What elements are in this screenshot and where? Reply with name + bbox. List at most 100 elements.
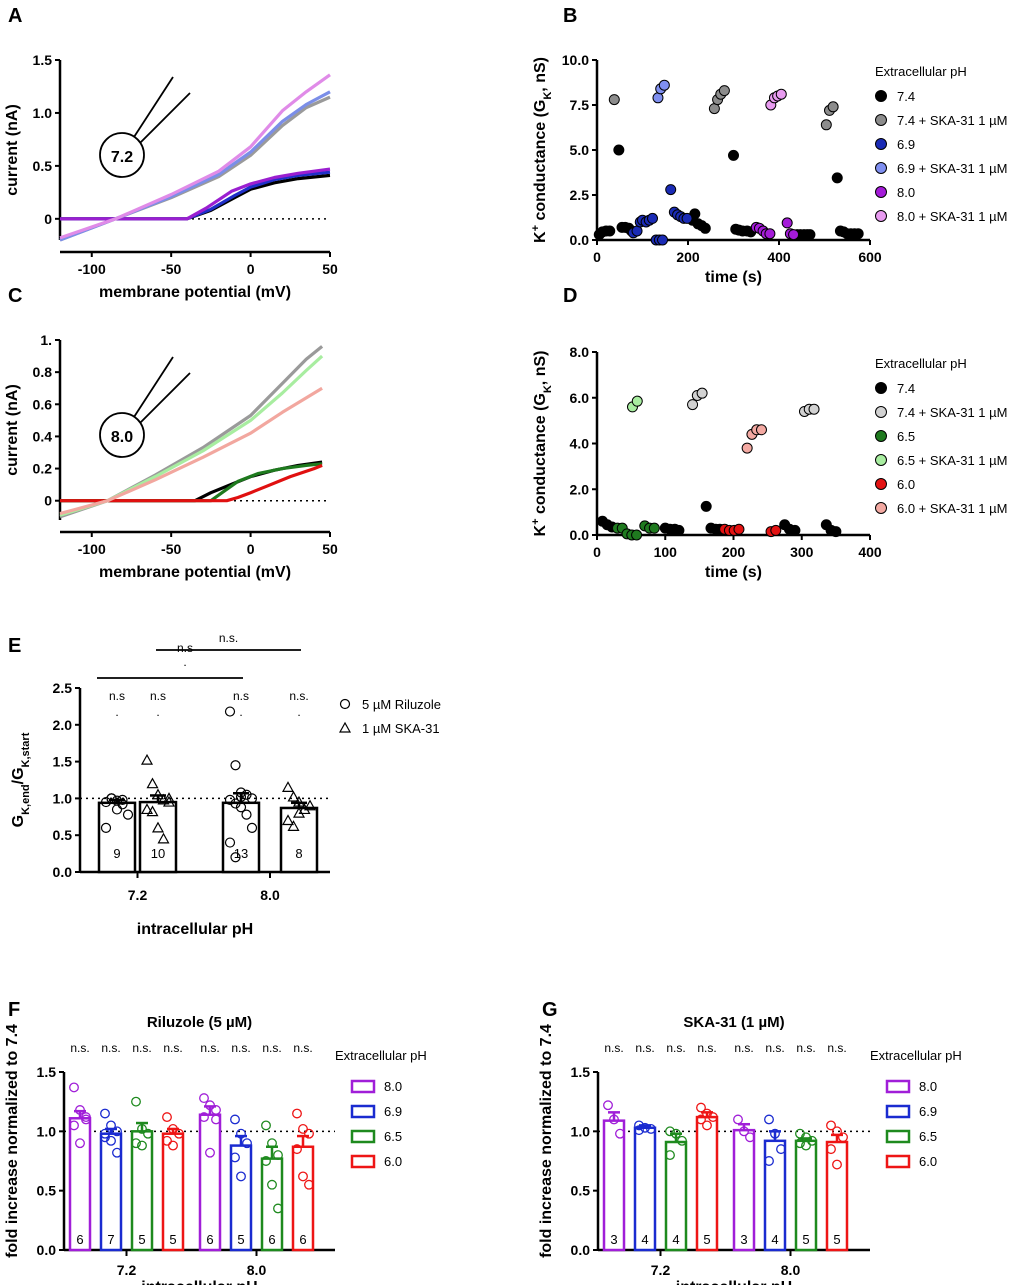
data-point	[157, 832, 170, 844]
data-point	[75, 1138, 85, 1149]
panel-letter: E	[8, 635, 21, 657]
data-point	[287, 790, 300, 802]
data-point	[151, 821, 165, 833]
data-point	[140, 803, 154, 815]
x-group-label: 7.2	[651, 1262, 671, 1278]
significance-label: n.s.	[200, 1041, 219, 1055]
x-tick-label: 0	[247, 541, 255, 557]
pipette-circle	[99, 412, 145, 458]
y-axis-title-part: , nS)	[532, 57, 549, 92]
significance-label: n.s	[233, 689, 249, 703]
data-point	[700, 500, 712, 512]
y-axis-title: K+ conductance (GK, nS)	[530, 57, 554, 243]
data-point	[117, 799, 128, 810]
pipette-line	[139, 372, 191, 424]
data-point	[211, 1114, 221, 1125]
n-label: 3	[610, 1232, 617, 1247]
panel-D: D 0.0 2.0 4.0 6.0 8.0 0 100 200 300 400 time (s) K+ …	[530, 285, 1007, 581]
data-point	[230, 852, 241, 863]
data-point	[246, 793, 258, 804]
data-point	[292, 795, 306, 807]
data-point	[168, 1140, 178, 1151]
data-point	[292, 1108, 302, 1119]
legend-marker	[875, 430, 887, 442]
n-label: 4	[641, 1232, 648, 1247]
data-point	[739, 1126, 749, 1137]
data-point	[702, 1120, 712, 1131]
data-point	[100, 1128, 110, 1139]
legend-marker	[875, 478, 887, 490]
legend-label: 7.4	[897, 89, 915, 104]
data-point	[106, 1120, 116, 1131]
panel-letter: G	[542, 999, 558, 1021]
legend-label: 6.5	[919, 1129, 937, 1144]
data-point	[789, 524, 801, 536]
data-point	[608, 94, 620, 106]
x-axis-title: membrane potential (mV)	[99, 564, 291, 581]
data-point	[631, 529, 643, 541]
data-point	[658, 79, 670, 91]
x-axis-title: membrane potential (mV)	[99, 284, 291, 301]
data-point	[235, 787, 247, 798]
y-tick-label: 1.0	[33, 105, 53, 121]
data-point	[122, 809, 134, 820]
data-point	[770, 1128, 780, 1139]
x-tick-label: 50	[322, 541, 338, 557]
data-point	[634, 1125, 644, 1136]
legend-marker	[875, 114, 887, 126]
data-point	[804, 229, 816, 241]
x-tick-label: -100	[78, 541, 106, 557]
data-point	[261, 1120, 271, 1131]
y-tick-label: 0	[44, 211, 52, 227]
data-point	[647, 212, 659, 224]
data-point	[764, 1156, 774, 1166]
legend-marker	[875, 90, 887, 102]
y-axis-title-part: conductance (G	[532, 100, 549, 225]
panel-G: G SKA-31 (1 µM) 0.0 0.5 1.0 1.5 3 n.s. 4 n.s. 4 n.s…	[538, 999, 962, 1285]
data-point	[137, 1124, 147, 1134]
y-axis-title-part: +	[530, 518, 542, 524]
y-axis-title: fold increase normalized to 7.4	[538, 1024, 555, 1258]
data-point	[235, 791, 247, 803]
data-point	[603, 1100, 613, 1111]
y-tick-label: 1.0	[571, 1123, 591, 1139]
data-point	[795, 1138, 805, 1149]
y-axis-title-part: +	[530, 225, 542, 231]
panel-F: F Riluzole (5 µM) 0.0 0.5 1.0 1.5 6 n.s. 7 n.s. 5 n…	[4, 999, 427, 1285]
y-tick-label: 2.0	[570, 481, 590, 497]
data-point	[820, 119, 832, 131]
data-point	[267, 1179, 277, 1190]
data-point	[852, 228, 864, 240]
data-point	[117, 794, 128, 805]
data-point	[230, 1152, 240, 1163]
comparison-label: n.s	[177, 641, 193, 655]
significance-label: n.s.	[734, 1041, 753, 1055]
data-point	[287, 820, 300, 831]
x-tick-label: 300	[790, 544, 814, 560]
n-label: 7	[107, 1232, 114, 1247]
data-point	[230, 798, 241, 809]
data-point	[764, 228, 776, 240]
data-point	[199, 1112, 209, 1123]
panel-letter: A	[8, 5, 22, 27]
data-point	[770, 524, 782, 536]
data-point	[224, 837, 236, 848]
chart-title: Riluzole (5 µM)	[147, 1014, 252, 1031]
n-label: 5	[237, 1232, 244, 1247]
legend-marker	[875, 186, 887, 198]
data-point	[211, 1105, 221, 1115]
data-point	[168, 1124, 178, 1134]
data-point	[696, 387, 708, 399]
x-group-label: 8.0	[260, 887, 280, 903]
data-point	[652, 92, 664, 104]
bar	[198, 1113, 222, 1252]
y-tick-label: 0.5	[33, 158, 53, 174]
x-tick-label: 200	[722, 544, 746, 560]
y-tick-label: 0.8	[33, 364, 53, 380]
y-tick-label: 2.0	[53, 717, 73, 733]
data-point	[665, 1150, 675, 1161]
x-tick-label: 400	[767, 249, 791, 265]
y-axis-title-part: K,start	[20, 732, 32, 767]
legend-label: 5 µM Riluzole	[362, 697, 441, 712]
